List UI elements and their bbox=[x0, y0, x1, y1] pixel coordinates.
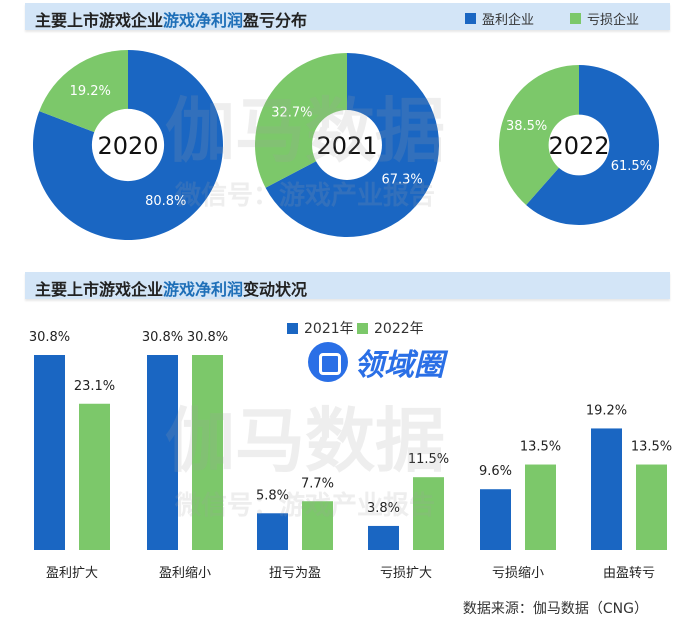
watermark-sub: 微信号：游戏产业报告 bbox=[175, 491, 436, 521]
bar-value-label: 23.1% bbox=[74, 379, 115, 394]
legend-2021: 2021年 bbox=[287, 318, 354, 338]
bar-value-label: 13.5% bbox=[631, 440, 672, 455]
bar-2021年 bbox=[480, 489, 511, 550]
bar-2022年 bbox=[525, 464, 556, 550]
logo-icon bbox=[308, 342, 348, 382]
legend-swatch bbox=[570, 13, 581, 24]
category-label: 扭亏为盈 bbox=[269, 566, 321, 581]
category-label: 亏损缩小 bbox=[492, 565, 544, 581]
bar-2021年 bbox=[368, 525, 399, 550]
bar-2021年 bbox=[147, 355, 178, 550]
legend-profit: 盈利企业 bbox=[465, 9, 534, 28]
legend-swatch bbox=[465, 13, 476, 24]
section1-title: 主要上市游戏企业游戏净利润盈亏分布 bbox=[35, 11, 308, 30]
bar-value-label: 13.5% bbox=[520, 440, 561, 455]
bar-value-label: 5.8% bbox=[256, 488, 289, 503]
bar-value-label: 30.8% bbox=[187, 330, 228, 345]
bar-2022年 bbox=[302, 501, 333, 550]
bar-value-label: 30.8% bbox=[29, 330, 70, 345]
slice-label: 67.3% bbox=[381, 172, 422, 187]
donut-hole bbox=[91, 108, 165, 182]
bar-value-label: 7.7% bbox=[301, 476, 334, 491]
category-label: 亏损扩大 bbox=[380, 566, 432, 581]
category-label: 由盈转亏 bbox=[603, 566, 655, 581]
legend-loss: 亏损企业 bbox=[570, 9, 639, 28]
watermark: 伽马数据 bbox=[165, 400, 445, 482]
bar-2021年 bbox=[591, 428, 622, 550]
bar-2021年 bbox=[257, 513, 288, 550]
year-label: 2022 bbox=[548, 132, 609, 160]
watermark-sub: 微信号：游戏产业报告 bbox=[175, 181, 436, 211]
bar-2022年 bbox=[192, 355, 223, 550]
category-label: 盈利扩大 bbox=[46, 566, 98, 581]
section2-header: 主要上市游戏企业游戏净利润变动状况 bbox=[25, 272, 670, 299]
year-label: 2021 bbox=[316, 132, 377, 160]
section1-header: 主要上市游戏企业游戏净利润盈亏分布 盈利企业 亏损企业 bbox=[25, 3, 670, 30]
bar-value-label: 19.2% bbox=[586, 403, 627, 418]
donut-charts: 80.8% 19.2% 2020 67.3% 32.7% 2021 61.5% 38.5%20… bbox=[32, 50, 659, 241]
bar-2022年 bbox=[413, 477, 444, 550]
logo-watermark: 领域圈 bbox=[308, 340, 444, 384]
year-label: 2020 bbox=[97, 132, 158, 160]
category-label: 盈利缩小 bbox=[159, 565, 211, 581]
slice-label: 80.8% bbox=[145, 194, 186, 209]
bar-2022年 bbox=[79, 403, 110, 550]
section2-title: 主要上市游戏企业游戏净利润变动状况 bbox=[35, 280, 308, 299]
bar-value-label: 3.8% bbox=[367, 501, 400, 516]
watermark: 伽马数据 bbox=[165, 90, 445, 172]
bar-value-label: 11.5% bbox=[408, 452, 449, 467]
slice-label: 19.2% bbox=[70, 84, 111, 99]
slice-label: 61.5% bbox=[611, 159, 652, 174]
slice-label: 32.7% bbox=[271, 106, 312, 121]
bar-2022年 bbox=[636, 464, 667, 550]
donut-slice bbox=[498, 65, 579, 206]
source-note: 数据来源：伽马数据（CNG） bbox=[462, 601, 648, 617]
bar-value-label: 30.8% bbox=[142, 330, 183, 345]
donut-hole bbox=[312, 110, 382, 180]
legend-2022: 2022年 bbox=[357, 318, 424, 338]
donut-hole bbox=[548, 114, 610, 176]
bar-value-label: 9.6% bbox=[479, 464, 512, 479]
slice-label: 38.5% bbox=[506, 119, 547, 134]
bar-2021年 bbox=[34, 355, 65, 550]
